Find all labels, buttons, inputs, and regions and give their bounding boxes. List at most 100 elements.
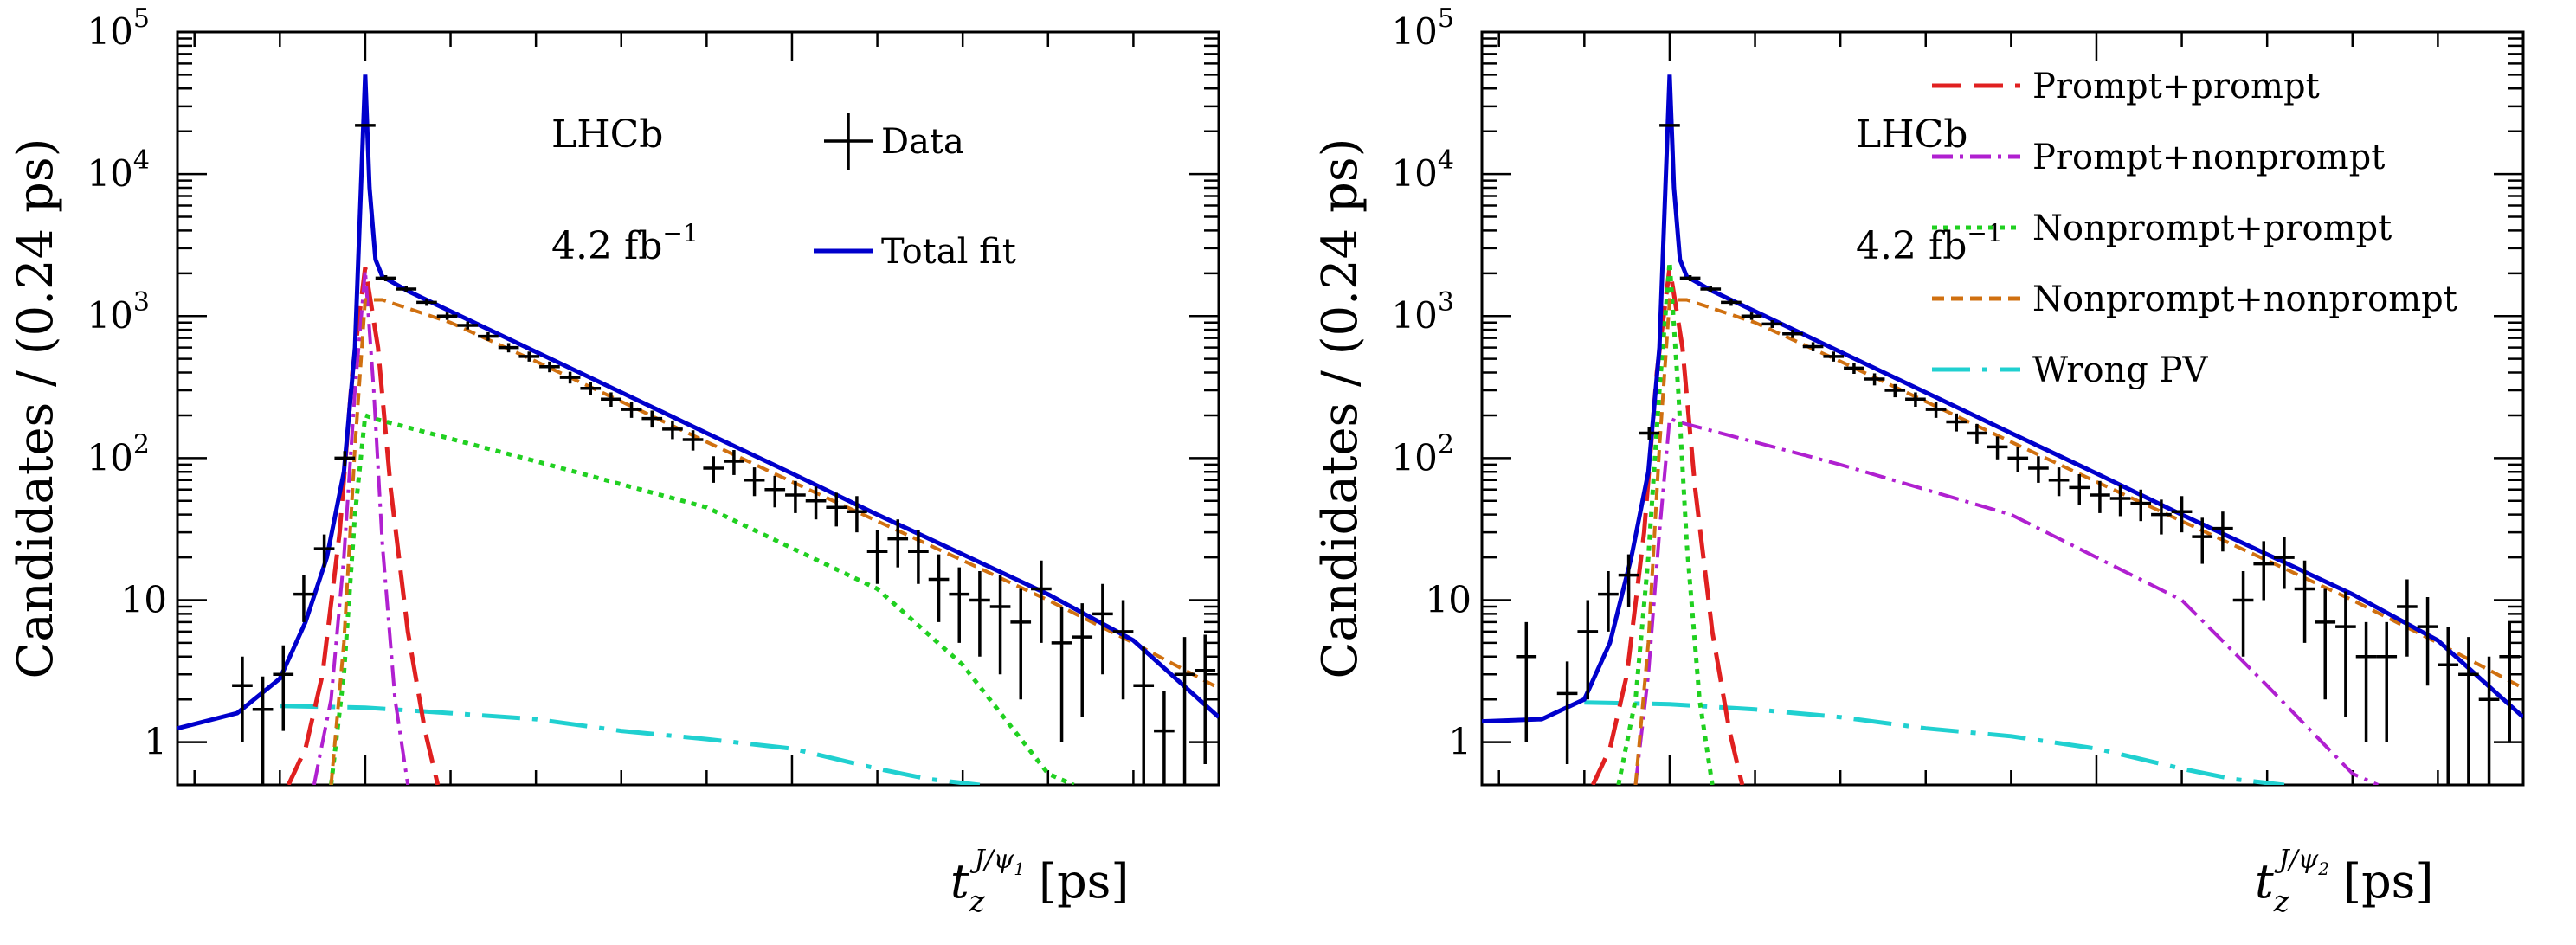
data-point bbox=[1598, 570, 1619, 632]
data-point bbox=[2499, 621, 2521, 742]
legend-label: Prompt+prompt bbox=[2032, 67, 2320, 106]
data-point bbox=[1823, 351, 1845, 362]
data-point bbox=[1925, 402, 1947, 418]
data-point bbox=[2130, 489, 2152, 522]
data-point bbox=[293, 575, 314, 622]
data-point bbox=[1031, 560, 1052, 643]
data-point bbox=[1133, 646, 1155, 785]
legend-label: Nonprompt+nonprompt bbox=[2032, 280, 2457, 319]
data-point bbox=[703, 456, 724, 483]
data-point bbox=[478, 331, 499, 341]
data-point bbox=[2253, 541, 2275, 601]
data-point bbox=[2438, 627, 2459, 785]
y-tick-exp: 3 bbox=[133, 287, 150, 318]
luminosity-exp: −1 bbox=[662, 219, 698, 248]
curve-prompt-nonprompt bbox=[1633, 415, 2380, 785]
data-point bbox=[1092, 583, 1113, 675]
data-point bbox=[1782, 330, 1803, 338]
curve-total-fit bbox=[177, 74, 1219, 731]
data-point bbox=[1802, 342, 1824, 351]
y-tick-base: 10 bbox=[1391, 152, 1437, 195]
data-point bbox=[539, 361, 560, 373]
data-point bbox=[1659, 124, 1680, 127]
data-point bbox=[436, 312, 458, 320]
y-tick-base: 10 bbox=[87, 436, 132, 479]
fit-curves bbox=[1482, 74, 2523, 785]
data-point bbox=[2212, 511, 2233, 552]
data-point bbox=[866, 530, 888, 584]
y-tick-base: 10 bbox=[87, 10, 132, 53]
y-tick-label: 103 bbox=[1391, 287, 1454, 337]
data-point bbox=[416, 299, 437, 306]
luminosity-label: 4.2 fb−1 bbox=[1856, 219, 2003, 268]
y-tick-label: 105 bbox=[87, 3, 150, 53]
data-point bbox=[969, 570, 990, 657]
legend-entry-nonprompt-nonprompt: Nonprompt+nonprompt bbox=[1932, 280, 2457, 319]
legend: Prompt+prompt Prompt+nonprompt Nonprompt+p… bbox=[1932, 67, 2457, 390]
data-point bbox=[1516, 621, 1537, 742]
data-point bbox=[2417, 596, 2438, 686]
curve-nonprompt-nonprompt bbox=[1633, 298, 2523, 785]
y-tick-exp: 5 bbox=[1438, 3, 1454, 34]
x-label-sup-sub: 1 bbox=[1014, 858, 1025, 879]
data-point bbox=[1844, 363, 1864, 374]
data-point bbox=[1987, 436, 2008, 460]
data-points bbox=[1516, 124, 2521, 785]
curve-prompt-prompt bbox=[286, 267, 441, 785]
data-point bbox=[1946, 413, 1967, 432]
data-point bbox=[2274, 537, 2295, 589]
data-point bbox=[580, 382, 602, 395]
y-tick-label: 1 bbox=[1448, 721, 1472, 763]
data-point bbox=[621, 402, 642, 418]
luminosity-label: 4.2 fb−1 bbox=[551, 219, 699, 268]
data-point bbox=[2151, 499, 2172, 535]
y-tick-label: 10 bbox=[121, 578, 167, 620]
data-point bbox=[1174, 637, 1195, 785]
y-axis-label: Candidates / (0.24 ps) bbox=[1312, 138, 1368, 679]
data-point bbox=[559, 371, 581, 384]
curve-wrong-pv bbox=[1584, 700, 2285, 785]
legend-entry-wrong-pv: Wrong PV bbox=[1932, 350, 2209, 390]
data-point bbox=[928, 554, 950, 622]
data-point bbox=[1884, 383, 1906, 398]
y-tick-exp: 3 bbox=[1438, 287, 1454, 318]
legend-label: Data bbox=[881, 122, 964, 162]
y-tick-label: 104 bbox=[1391, 145, 1454, 195]
legend-entry-nonprompt-prompt: Nonprompt+prompt bbox=[1932, 209, 2392, 248]
data-point bbox=[2090, 480, 2110, 513]
x-label-sup: J/ψ bbox=[969, 845, 1014, 875]
data-point bbox=[273, 645, 294, 731]
data-point bbox=[2397, 579, 2418, 657]
data-point bbox=[2069, 473, 2090, 505]
data-point bbox=[2294, 560, 2315, 643]
curve-prompt-nonprompt bbox=[312, 270, 410, 785]
x-label-sup: J/ψ bbox=[2274, 845, 2319, 875]
data-point bbox=[805, 486, 827, 520]
x-axis-label: tz J/ψ2 [ps] bbox=[2255, 845, 2433, 919]
plot-frame bbox=[1480, 30, 2525, 787]
curve-wrong-pv bbox=[280, 704, 981, 785]
plot-frame bbox=[176, 30, 1220, 787]
experiment-label: LHCb bbox=[551, 112, 663, 157]
y-tick-exp: 2 bbox=[133, 429, 150, 460]
y-tick-exp: 5 bbox=[133, 3, 150, 34]
x-label-unit: [ps] bbox=[2343, 854, 2433, 909]
data-point bbox=[1741, 312, 1762, 320]
data-point bbox=[2109, 485, 2131, 517]
luminosity-value: 4.2 fb bbox=[551, 224, 662, 268]
data-point bbox=[1618, 554, 1639, 607]
legend-entry-prompt-nonprompt: Prompt+nonprompt bbox=[1932, 138, 2385, 177]
legend-entry-prompt-prompt: Prompt+prompt bbox=[1932, 67, 2320, 106]
data-point bbox=[1967, 423, 1987, 444]
legend-entry-total-fit: Total fit bbox=[814, 232, 1016, 272]
y-tick-label: 103 bbox=[87, 287, 150, 337]
data-point bbox=[313, 534, 335, 568]
legend-label: Prompt+nonprompt bbox=[2032, 138, 2385, 177]
x-label-sub: z bbox=[969, 884, 986, 919]
y-tick-exp: 2 bbox=[1438, 429, 1454, 460]
data-point bbox=[396, 286, 417, 292]
data-point bbox=[2007, 447, 2029, 472]
y-tick-label: 102 bbox=[1391, 429, 1454, 479]
data-point bbox=[826, 492, 847, 527]
